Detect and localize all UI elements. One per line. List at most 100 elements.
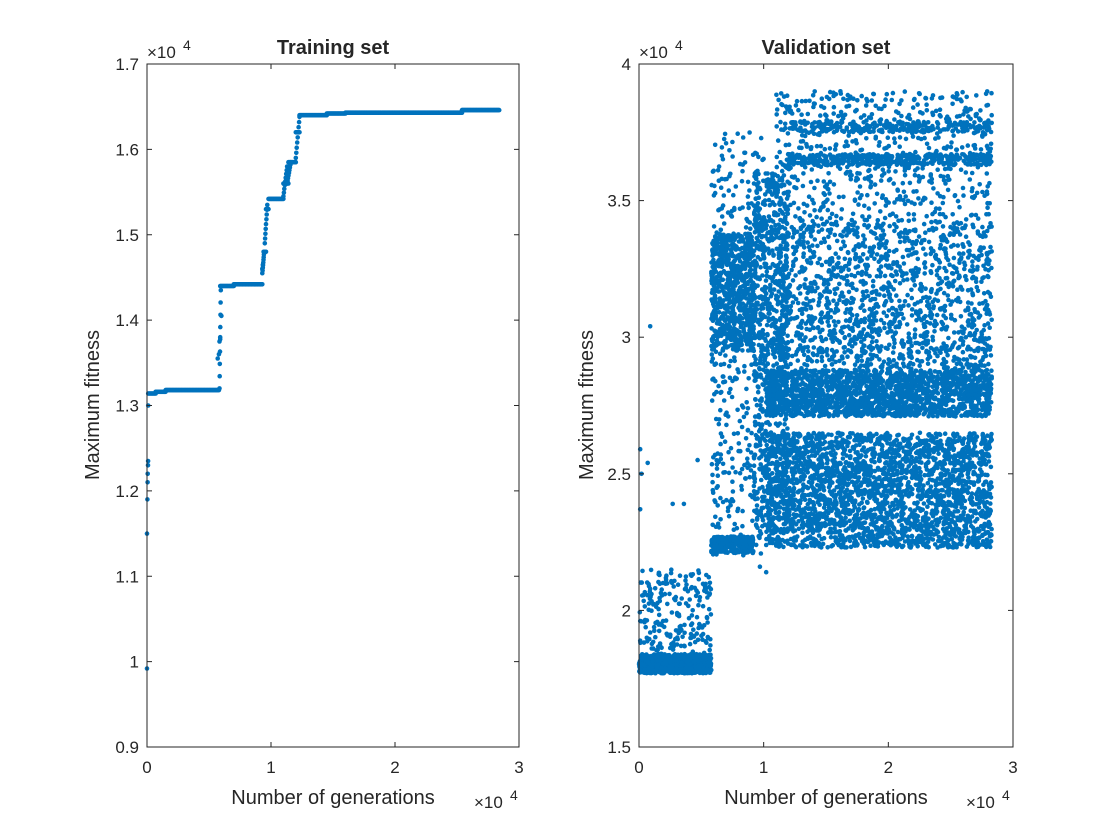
data-point-1-2976	[754, 402, 760, 408]
data-point-0-155	[260, 282, 265, 287]
data-point-1-2818	[751, 483, 757, 489]
data-point-1-2195	[713, 296, 718, 301]
data-point-1-2574	[752, 296, 757, 301]
y-tick-label-0-8: 1.7	[115, 55, 139, 74]
data-point-1-2104	[758, 531, 764, 536]
data-point-1-1923	[729, 214, 735, 219]
data-point-1-2158	[717, 252, 722, 258]
data-point-1-943	[663, 618, 669, 623]
data-point-1-1925	[740, 168, 745, 174]
data-point-1-948	[697, 594, 703, 600]
data-point-1-2180	[748, 226, 753, 231]
data-point-1-2996	[752, 476, 758, 482]
data-point-1-2159	[734, 525, 740, 531]
data-point-1-1939	[722, 131, 728, 137]
data-point-0-550	[260, 266, 265, 272]
data-point-1-2446	[762, 192, 768, 197]
data-point-1-811	[641, 598, 646, 604]
data-point-1-2599	[762, 314, 768, 320]
data-point-1-2211	[714, 230, 719, 235]
data-point-0-500	[261, 249, 267, 255]
data-point-1-950	[667, 645, 673, 651]
data-point-1-2161	[715, 334, 721, 340]
data-point-1-826	[650, 659, 655, 665]
data-point-0-545	[215, 356, 220, 361]
data-point-1-2068	[735, 131, 740, 136]
data-point-1-2171	[751, 463, 757, 469]
data-point-1-3718	[989, 368, 994, 374]
data-point-1-2131	[716, 178, 722, 183]
data-point-1-1944	[719, 214, 725, 219]
data-point-1-825	[671, 584, 676, 589]
data-point-1-2987	[759, 505, 765, 511]
data-point-0-543	[145, 458, 151, 464]
data-point-1-2207	[727, 375, 733, 381]
data-point-1-1935	[743, 436, 749, 441]
data-point-1-949	[642, 604, 648, 609]
data-point-1-2050	[726, 260, 731, 265]
data-point-1-2911	[764, 420, 769, 426]
data-point-1-804	[684, 660, 690, 665]
data-point-1-2511	[768, 282, 773, 288]
data-point-1-951	[644, 635, 650, 641]
data-point-1-1872	[745, 456, 750, 462]
data-point-1-799	[648, 567, 654, 573]
data-point-1-2152	[719, 547, 724, 552]
data-point-1-2661	[757, 232, 762, 238]
data-point-1-2121	[718, 517, 723, 522]
data-point-1-2202	[745, 406, 751, 411]
data-point-1-952	[647, 586, 653, 592]
data-point-1-2166	[739, 424, 745, 430]
data-point-1-2759	[779, 197, 784, 203]
data-point-1-2997	[757, 456, 762, 461]
data-point-1-1918	[726, 470, 732, 476]
data-point-1-900	[682, 643, 687, 649]
data-point-1-868	[705, 620, 710, 625]
data-point-1-2206	[719, 434, 725, 440]
data-point-1-2007	[721, 398, 727, 403]
data-point-1-705	[708, 612, 714, 617]
data-point-1-2229	[726, 188, 732, 193]
data-point-1-903	[675, 582, 681, 587]
data-point-1-2960	[760, 523, 765, 529]
data-point-1-1895	[740, 508, 745, 514]
data-point-1-1816	[715, 321, 721, 326]
data-point-1-753	[705, 634, 711, 640]
data-point-1-2054	[747, 130, 752, 135]
data-point-1-944	[644, 658, 649, 663]
data-point-0-549	[219, 313, 224, 319]
data-point-1-2274	[713, 524, 719, 530]
data-point-1-1723	[721, 298, 726, 303]
data-point-1-1924	[738, 272, 744, 277]
data-point-1-2945	[752, 419, 758, 425]
data-point-1-953	[708, 643, 713, 648]
data-point-1-2958	[752, 453, 757, 459]
data-point-1-4208	[976, 377, 981, 382]
data-point-1-1712	[722, 340, 727, 346]
data-point-0-508	[264, 207, 270, 212]
data-point-1-2750	[760, 219, 766, 225]
data-point-1-848	[664, 631, 669, 637]
data-point-1-1877	[726, 449, 731, 455]
data-point-1-2058	[725, 277, 731, 282]
data-point-1-935	[692, 585, 698, 591]
training-chart: 0 1 2 30.911.11.21.31.41.51.61.7 Training s…	[82, 37, 524, 812]
data-point-1-2532	[775, 212, 781, 217]
data-point-1-2267	[740, 261, 746, 267]
data-point-1-2708	[757, 295, 762, 301]
data-point-1-906	[677, 573, 683, 578]
data-point-1-2088	[761, 156, 766, 162]
data-point-1-2394	[758, 265, 763, 270]
data-point-1-2633	[780, 211, 786, 216]
data-point-1-821	[699, 633, 704, 638]
data-point-0-501	[262, 241, 268, 246]
data-point-1-2151	[737, 418, 743, 424]
data-point-1-2042	[719, 145, 725, 150]
data-point-1-2083	[747, 443, 752, 448]
data-point-1-2137	[750, 535, 755, 540]
data-point-1-2669	[765, 332, 770, 338]
data-point-1-2227	[743, 476, 748, 481]
y-tick-label-0-4: 1.3	[115, 397, 139, 416]
data-point-1-1904	[721, 193, 727, 198]
data-point-1-2249	[721, 327, 727, 333]
